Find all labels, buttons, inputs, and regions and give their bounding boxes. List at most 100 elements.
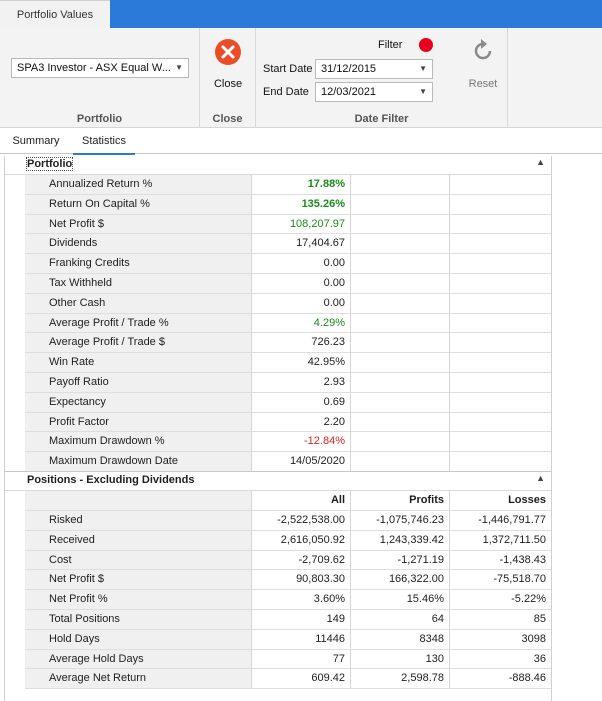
row-label: Payoff Ratio — [25, 373, 252, 392]
table-row: Received 2,616,050.92 1,243,339.42 1,372,71… — [25, 530, 551, 551]
column-profits: Profits — [351, 491, 450, 510]
table-row: Risked -2,522,538.00 -1,075,746.23 -1,446,7… — [25, 511, 551, 531]
cell-losses: -5.22% — [511, 593, 546, 606]
collapse-icon[interactable]: ▲ — [536, 157, 545, 167]
chevron-down-icon: ▼ — [419, 87, 427, 96]
empty-cell — [450, 175, 551, 194]
row-label: Total Positions — [25, 610, 252, 629]
row-label: Average Profit / Trade % — [25, 313, 252, 333]
start-date-label: Start Date — [263, 63, 313, 75]
cell-profits: -1,075,746.23 — [351, 511, 450, 530]
portfolio-group-label: Portfolio — [76, 113, 123, 125]
table-row: Expectancy 0.69 — [25, 392, 551, 413]
filter-indicator-icon[interactable] — [419, 38, 433, 52]
document-tab-portfolio-values[interactable]: Portfolio Values — [0, 0, 110, 28]
row-value: 135.26% — [252, 194, 351, 214]
cell-profits: 1,243,339.42 — [351, 530, 450, 550]
table-row: Other Cash 0.00 — [25, 293, 551, 314]
column-all: All — [252, 491, 351, 510]
portfolio-section-title: Portfolio — [25, 157, 74, 171]
empty-cell — [450, 274, 551, 293]
row-label: Annualized Return % — [25, 175, 252, 194]
table-row: Maximum Drawdown % -12.84% — [25, 432, 551, 453]
table-row: Maximum Drawdown Date 14/05/2020 — [25, 452, 551, 472]
portfolio-select[interactable]: SPA3 Investor - ASX Equal W... ▼ — [11, 58, 189, 78]
row-value: 2.20 — [252, 412, 351, 432]
table-row: Average Profit / Trade % 4.29% — [25, 313, 551, 334]
table-row: Average Hold Days 77 130 36 — [25, 649, 551, 670]
row-value: 0.69 — [252, 392, 351, 412]
empty-cell — [351, 175, 450, 194]
row-value: 0.00 — [252, 254, 351, 273]
cell-all: 90,803.30 — [252, 570, 351, 590]
table-row: Average Profit / Trade $726.23 — [25, 333, 551, 354]
cell-profits: 130 — [351, 649, 450, 669]
close-group-label: Close — [212, 113, 243, 125]
cell-all: 77 — [252, 649, 351, 669]
cell-profits: 64 — [351, 610, 450, 629]
reset-label: Reset — [468, 78, 498, 90]
empty-cell — [351, 392, 450, 412]
row-label: Risked — [25, 511, 252, 530]
empty-cell — [351, 234, 450, 254]
empty-cell — [351, 274, 450, 293]
row-value: 42.95% — [252, 353, 351, 372]
cell-all: 149 — [252, 610, 351, 629]
table-row: Cost -2,709.62 -1,271.19 -1,438.43 — [25, 550, 551, 571]
close-button[interactable]: Close — [213, 78, 243, 90]
row-value: 14/05/2020 — [252, 452, 351, 471]
portfolio-group: SPA3 Investor - ASX Equal W... ▼ Portfol… — [0, 28, 200, 128]
positions-section-header[interactable]: Positions - Excluding Dividends ▲ — [5, 472, 551, 491]
table-row: Net Profit $90,803.30 166,322.00 -75,518.7… — [25, 570, 551, 591]
empty-cell — [351, 432, 450, 452]
row-label: Profit Factor — [25, 412, 252, 432]
cell-all: 2,616,050.92 — [252, 530, 351, 550]
start-date-picker[interactable]: 31/12/2015 ▼ — [315, 59, 433, 79]
cell-losses: 3098 — [521, 632, 546, 645]
end-date-picker[interactable]: 12/03/2021 ▼ — [315, 82, 433, 102]
table-row: Franking Credits 0.00 — [25, 254, 551, 274]
cell-losses: -1,438.43 — [499, 553, 546, 566]
empty-cell — [351, 214, 450, 234]
row-label: Franking Credits — [25, 254, 252, 273]
row-label: Tax Withheld — [25, 274, 252, 293]
close-icon[interactable] — [215, 39, 241, 65]
row-label: Win Rate — [25, 353, 252, 372]
filter-label: Filter — [378, 39, 403, 51]
row-value: 4.29% — [252, 313, 351, 333]
cell-all: 609.42 — [252, 669, 351, 689]
empty-cell — [351, 254, 450, 273]
column-losses: Losses — [508, 494, 546, 506]
date-filter-group-label: Date Filter — [354, 113, 409, 125]
row-label: Return On Capital % — [25, 194, 252, 214]
empty-cell — [450, 393, 551, 412]
tab-statistics[interactable]: Statistics — [73, 130, 135, 155]
table-row: Payoff Ratio 2.93 — [25, 373, 551, 393]
table-row: Annualized Return % 17.88% — [25, 175, 551, 195]
row-value: 726.23 — [252, 333, 351, 353]
collapse-icon[interactable]: ▲ — [536, 473, 545, 483]
row-label: Hold Days — [25, 629, 252, 649]
portfolio-section-header[interactable]: Portfolio ▲ — [5, 156, 551, 175]
cell-losses: -888.46 — [508, 672, 546, 685]
cell-all: -2,522,538.00 — [252, 511, 351, 530]
cell-all: 3.60% — [252, 590, 351, 609]
positions-column-header: All Profits Losses — [25, 491, 551, 511]
end-date-value: 12/03/2021 — [321, 86, 377, 98]
empty-cell — [450, 432, 551, 451]
row-label: Net Profit $ — [25, 214, 252, 234]
cell-profits: -1,271.19 — [351, 550, 450, 570]
row-value: 0.00 — [252, 293, 351, 313]
row-label: Maximum Drawdown % — [25, 432, 252, 452]
empty-cell — [450, 195, 551, 214]
tab-summary[interactable]: Summary — [12, 135, 60, 147]
row-label: Maximum Drawdown Date — [25, 452, 252, 471]
table-row: Hold Days 11446 8348 3098 — [25, 629, 551, 650]
row-label: Expectancy — [25, 392, 252, 412]
table-row: Total Positions 149 64 85 — [25, 610, 551, 630]
row-label: Average Net Return — [25, 669, 252, 689]
empty-cell — [450, 215, 551, 234]
chevron-down-icon: ▼ — [419, 64, 427, 73]
table-row: Dividends 17,404.67 — [25, 234, 551, 255]
reset-button[interactable]: Reset — [458, 28, 508, 98]
